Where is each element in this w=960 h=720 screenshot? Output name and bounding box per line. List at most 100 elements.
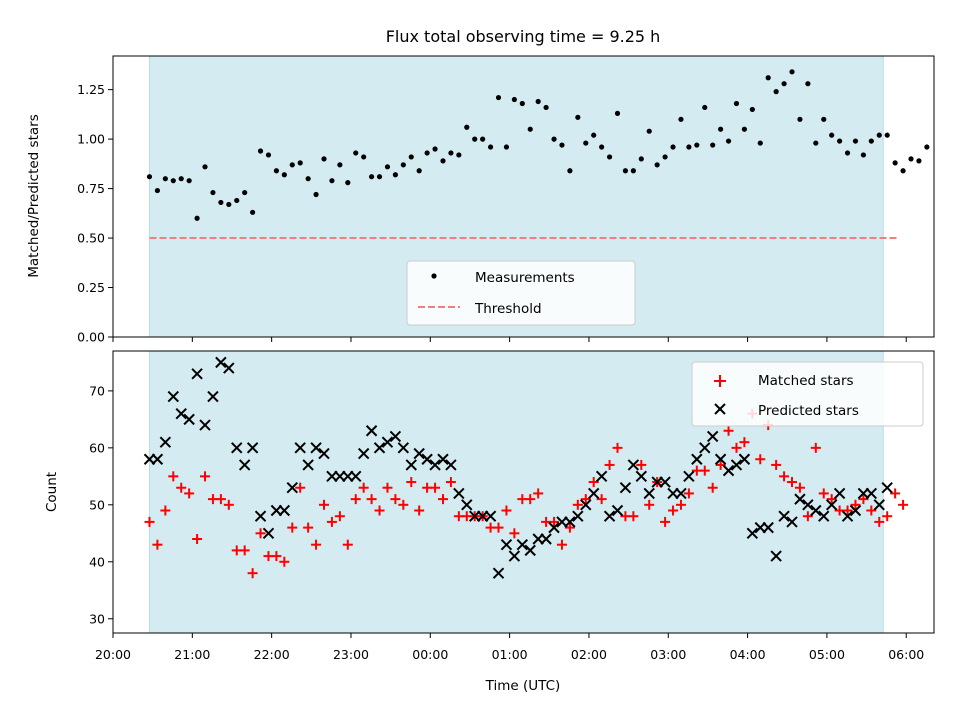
legend-matched-marker [714,375,726,387]
matched-star-point [755,454,766,465]
measurement-point [392,172,398,178]
matched-star-point [802,511,813,522]
predicted-star-point [564,516,576,528]
matched-star-point [596,494,607,505]
measurement-point [575,114,581,120]
predicted-star-point [580,499,592,511]
matched-star-point [501,505,512,516]
predicted-star-point [159,436,172,448]
measurement-point [797,116,803,122]
measurement-point [250,209,256,215]
predicted-star-point [231,442,243,454]
predicted-star-point [802,499,814,511]
measurement-point [852,138,859,144]
matched-star-point [771,459,782,470]
x-tick-label: 21:00 [174,647,210,662]
matched-star-point [326,516,337,527]
measurement-point [329,178,335,184]
predicted-star-point [627,459,640,471]
measurement-point [662,154,668,160]
predicted-star-point [302,459,314,471]
y-tick-label: 60 [89,440,105,455]
measurement-point [368,174,375,180]
matched-star-point [319,499,330,510]
predicted-star-point [833,487,846,500]
measurement-point [424,150,430,156]
predicted-star-point [318,447,330,460]
predicted-star-point [762,521,774,534]
matched-star-point [374,505,385,516]
matched-star-point [604,459,615,470]
measurement-point [511,96,517,103]
measurement-point [218,199,224,206]
measurement-point [178,176,184,182]
matched-star-point [525,494,536,505]
bottom-axes-frame [112,350,935,634]
measurement-point [400,162,406,168]
measurement-point [472,136,478,142]
matched-star-point [215,494,226,505]
x-tick-label: 01:00 [492,647,528,662]
matched-star-point [295,482,306,493]
measurement-point [805,81,811,87]
matched-star-point [699,465,710,476]
predicted-star-point [453,487,465,500]
predicted-star-point [611,504,624,517]
matched-star-point [850,499,861,510]
top-panel: Flux total observing time = 9.25 h 0.000… [26,27,935,345]
measurement-point [503,144,510,150]
predicted-star-point [278,504,291,517]
measurement-point [464,124,470,130]
predicted-star-point [572,510,584,522]
y-tick-label: 40 [89,554,105,569]
predicted-star-point [357,447,370,460]
measurement-point [226,201,232,208]
matched-star-point [668,505,679,516]
matched-star-point [723,425,734,436]
measurement-point [273,168,280,174]
measurement-point [416,168,422,174]
matched-star-point [564,522,575,533]
measurement-point [297,160,303,166]
top-legend-box [406,260,636,326]
predicted-star-point [191,368,203,380]
matched-star-point [882,511,893,522]
measurement-point [892,160,898,166]
measurement-point [289,162,295,168]
predicted-star-point [659,476,671,488]
matched-star-point [176,482,187,493]
measurement-point [829,132,835,138]
bottom-panel: 30 40 50 60 70 20:00 21:00 22:00 23:00 00:00 01:0… [44,350,935,694]
predicted-star-point [286,482,298,494]
legend-matched-label: Matched stars [758,373,854,389]
measurement-point [710,142,716,148]
measurement-point [305,176,311,182]
predicted-star-point [508,550,521,562]
bottom-legend-box [691,361,924,427]
measurement-point [456,152,462,158]
y-tick-label: 50 [89,497,105,512]
matched-star-point [414,505,425,516]
predicted-star-point [786,516,798,528]
matched-star-point [628,511,639,522]
measurement-point [686,144,692,150]
matched-star-point [390,494,401,505]
matched-star-point [794,482,805,493]
predicted-star-point [167,390,179,403]
measurement-point [924,144,930,150]
measurement-point [614,110,621,116]
x-tick-label: 04:00 [730,647,766,662]
x-tick-label: 23:00 [333,647,369,662]
predicted-star-point [151,453,164,465]
matched-star-point [779,471,790,482]
measurement-point [242,189,248,196]
matched-star-point [398,499,409,510]
matched-star-point [842,505,853,516]
measurement-point [583,140,589,146]
measurement-point [702,104,708,111]
y-tick-label: 30 [89,611,105,626]
measurement-point [527,126,533,132]
bottom-y-ticks: 30 40 50 60 70 [89,383,113,626]
measurement-point [186,178,192,184]
x-axis-label: Time (UTC) [485,678,561,694]
